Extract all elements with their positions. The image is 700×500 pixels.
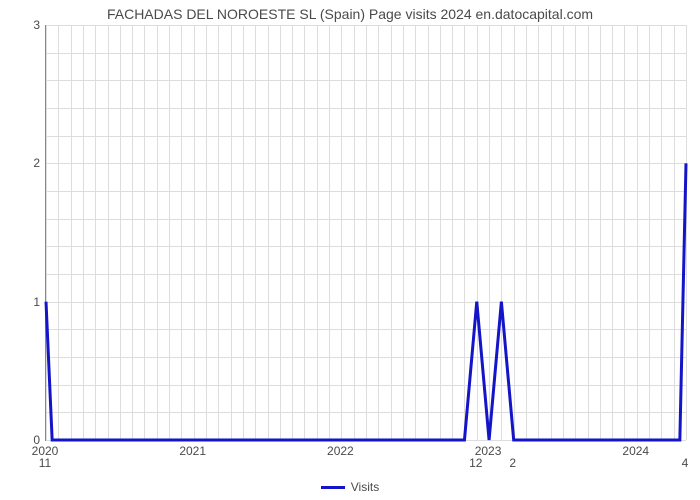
x-tick-label: 2021 [179,444,206,458]
chart-title: FACHADAS DEL NOROESTE SL (Spain) Page vi… [0,6,700,22]
x-tick-label: 2024 [622,444,649,458]
legend: Visits [0,480,700,494]
y-tick-label: 3 [33,18,40,32]
visits-chart: FACHADAS DEL NOROESTE SL (Spain) Page vi… [0,0,700,500]
x-aux-label: 12 [469,456,482,470]
y-tick-label: 2 [33,156,40,170]
legend-swatch [321,486,345,489]
x-aux-label: 4 [682,456,689,470]
x-tick-label: 2022 [327,444,354,458]
y-tick-label: 1 [33,295,40,309]
x-aux-label: 11 [39,456,51,470]
plot-area [45,25,686,441]
x-aux-label: 2 [509,456,516,470]
legend-label: Visits [351,480,379,494]
line-series [46,25,686,440]
